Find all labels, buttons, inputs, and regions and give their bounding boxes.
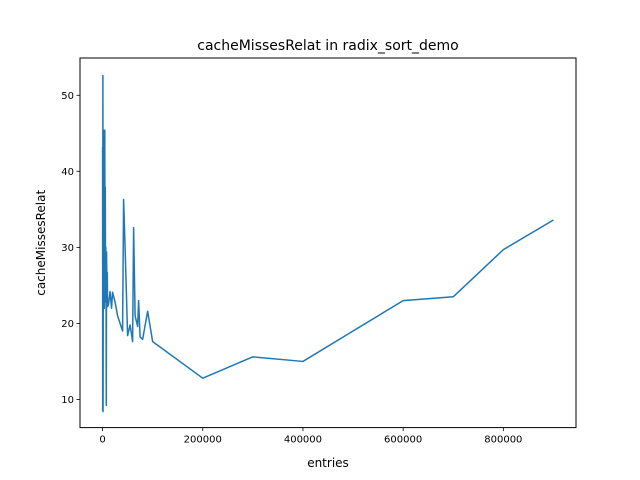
x-tick-label: 0 bbox=[99, 435, 105, 446]
plot-frame bbox=[79, 57, 577, 429]
x-tick-label: 600000 bbox=[384, 435, 422, 446]
x-tick-label: 400000 bbox=[284, 435, 322, 446]
chart-title: cacheMissesRelat in radix_sort_demo bbox=[197, 38, 458, 54]
y-tick-label: 10 bbox=[61, 395, 74, 406]
y-tick-label: 30 bbox=[61, 243, 74, 254]
y-tick-label: 50 bbox=[61, 91, 74, 102]
x-tick-label: 800000 bbox=[484, 435, 522, 446]
y-tick-label: 40 bbox=[61, 167, 74, 178]
x-axis-label: entries bbox=[307, 456, 349, 470]
y-axis-ticks: 10 20 30 40 50 bbox=[61, 91, 80, 406]
series-line-0 bbox=[101, 74, 554, 413]
series-layer bbox=[101, 74, 554, 413]
y-axis-label: cacheMissesRelat bbox=[34, 190, 48, 296]
x-tick-label: 200000 bbox=[184, 435, 222, 446]
y-tick-label: 20 bbox=[61, 319, 74, 330]
x-axis-ticks: 0 200000 400000 600000 800000 bbox=[99, 427, 522, 446]
